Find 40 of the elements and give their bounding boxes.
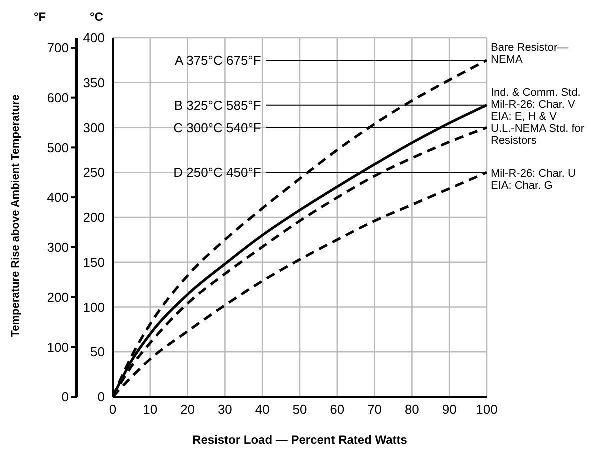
series-label: Mil-R-26: Char. U EIA: Char. G	[491, 168, 577, 192]
series-label: U.L.-NEMA Std. for Resistors	[491, 122, 586, 147]
y2-tick-label: 500	[47, 140, 69, 156]
y-tick-label: 300	[83, 120, 105, 136]
text: °F	[34, 10, 46, 24]
y-tick-label: 200	[83, 210, 105, 226]
y-tick-label: 100	[83, 300, 105, 315]
y-axis-title: °C	[90, 10, 104, 24]
y-tick-label: 150	[83, 254, 105, 270]
y2-tick-label: 600	[47, 90, 69, 106]
x-tick-label: 60	[330, 402, 345, 418]
y2-tick-label: 100	[47, 340, 69, 355]
ref-line-label: D 250°C 450°F	[174, 165, 262, 180]
x-tick-label: 40	[255, 402, 270, 418]
x-tick-label: 80	[404, 402, 420, 418]
y-tick-label: 350	[83, 75, 105, 90]
y2-tick-label: 200	[47, 290, 69, 305]
ref-line-label: B 325°C 585°F	[174, 98, 262, 113]
x-tick-label: 0	[109, 402, 117, 418]
x-tick-label: 10	[143, 402, 158, 418]
y-tick-label: 400	[83, 30, 105, 46]
y-tick-label: 250	[83, 165, 105, 180]
x-axis-title: Resistor Load — Percent Rated Watts	[192, 433, 408, 447]
x-tick-label: 30	[218, 402, 232, 418]
y2-axis-title: Temperature Rise above Ambient Temperature	[10, 93, 22, 340]
series-label: Bare Resistor—NEMA	[491, 42, 570, 66]
x-tick-label: 50	[292, 402, 308, 418]
x-tick-label: 70	[368, 402, 382, 418]
y2-tick-label: 300	[47, 240, 69, 256]
series-label: Ind. & Comm. Std. Mil-R-26: Char. V EIA: E, H & V	[491, 87, 582, 124]
x-tick-label: 100	[476, 402, 498, 418]
y-tick-label: 50	[90, 344, 105, 360]
ref-line-label: C 300°C 540°F	[174, 120, 262, 136]
y2-tick-label: 700	[47, 40, 69, 56]
y-tick-label: 0	[98, 390, 105, 405]
y2-tick-label: 0	[62, 390, 69, 405]
y2-tick-label: 400	[47, 190, 69, 206]
ref-line-label: A 375°C 675°F	[175, 53, 262, 68]
x-tick-label: 90	[442, 402, 457, 418]
x-tick-label: 20	[180, 402, 196, 418]
